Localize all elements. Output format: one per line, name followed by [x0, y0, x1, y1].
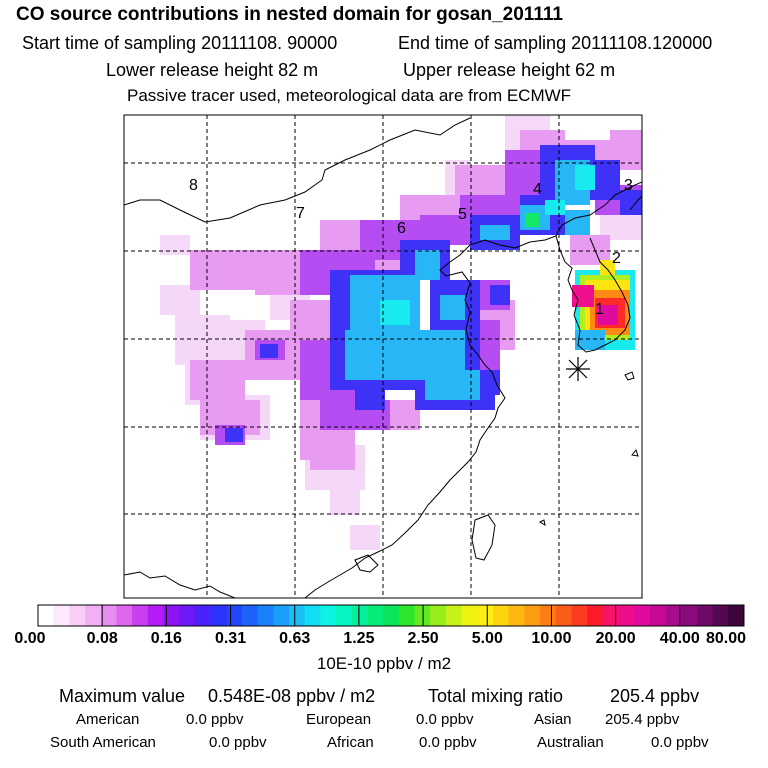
end-time-label: End time of sampling 20111108.120000	[398, 33, 713, 53]
colorbar-label: 1.25	[343, 630, 375, 647]
region-label-1: 1	[595, 301, 604, 318]
colorbar-label: 40.00	[659, 630, 700, 647]
colorbar-swatch	[289, 605, 306, 626]
colorbar-swatch	[304, 605, 321, 626]
african-value: 0.0 ppbv	[419, 734, 477, 751]
colorbar-label: 0.63	[279, 630, 311, 647]
region-label-8: 8	[189, 177, 198, 194]
south-american-label: South American	[50, 734, 156, 751]
european-label: European	[306, 711, 372, 728]
colorbar-swatch	[241, 605, 259, 626]
colorbar-swatch	[696, 605, 714, 626]
region-label-7: 7	[296, 205, 305, 222]
south-american-value: 0.0 ppbv	[209, 734, 267, 751]
lower-release-label: Lower release height 82 m	[106, 60, 319, 80]
colorbar-swatch	[728, 605, 745, 626]
colorbar-swatch	[587, 605, 604, 626]
plume-field	[160, 115, 642, 550]
total-mixing-label: Total mixing ratio	[428, 686, 564, 706]
colorbar-label: 2.50	[407, 630, 439, 647]
colorbar-label: 10.00	[531, 630, 572, 647]
receptor-asterisk-marker	[566, 357, 590, 381]
max-value: 0.548E-08 ppbv / m2	[208, 686, 376, 706]
asian-label: Asian	[534, 711, 572, 728]
colorbar-label: 0.16	[150, 630, 182, 647]
colorbar-swatch	[336, 605, 353, 626]
colorbar-swatch	[634, 605, 651, 626]
colorbar-label: 5.00	[471, 630, 503, 647]
colorbar-swatch	[100, 605, 117, 626]
region-label-4: 4	[533, 181, 542, 198]
colorbar-swatch	[649, 605, 666, 626]
colorbar-swatch	[85, 605, 102, 626]
region-label-6: 6	[397, 220, 406, 237]
upper-release-label: Upper release height 62 m	[403, 60, 616, 80]
colorbar-label: 0.08	[86, 630, 118, 647]
colorbar-swatch	[53, 605, 70, 626]
colorbar-swatch	[367, 605, 384, 626]
colorbar-swatch	[430, 605, 447, 626]
colorbar-swatch	[116, 605, 133, 626]
european-value: 0.0 ppbv	[416, 711, 474, 728]
colorbar-swatch	[540, 605, 557, 626]
region-label-3: 3	[624, 177, 633, 194]
colorbar-swatch	[665, 605, 682, 626]
colorbar-swatch	[383, 605, 400, 626]
colorbar-swatch	[492, 605, 510, 626]
colorbar-swatch	[681, 605, 698, 626]
colorbar-swatch	[226, 605, 243, 626]
colorbar-label: 20.00	[595, 630, 636, 647]
colorbar-swatch	[414, 605, 431, 626]
colorbar-label: 0.31	[214, 630, 247, 647]
colorbar-swatch	[477, 605, 494, 626]
colorbar-swatch	[508, 605, 525, 626]
colorbar-swatch	[38, 605, 55, 626]
colorbar-swatch	[132, 605, 149, 626]
colorbar-label: 0.00	[14, 630, 46, 647]
colorbar-swatch	[210, 605, 227, 626]
colorbar-swatch	[320, 605, 337, 626]
max-value-label: Maximum value	[59, 686, 186, 706]
start-time-label: Start time of sampling 20111108. 90000	[22, 33, 338, 53]
australian-value: 0.0 ppbv	[651, 734, 709, 751]
american-label: American	[76, 711, 140, 728]
colorbar-swatch	[712, 605, 729, 626]
australian-label: Australian	[537, 734, 604, 751]
colorbar-swatch	[555, 605, 572, 626]
colorbar-swatch	[618, 605, 635, 626]
colorbar-swatch	[194, 605, 211, 626]
colorbar-swatch	[602, 605, 619, 626]
colorbar-swatch	[398, 605, 415, 626]
colorbar-swatch	[445, 605, 462, 626]
colorbar-swatch	[69, 605, 86, 626]
colorbar-swatch	[179, 605, 196, 626]
colorbar-swatch	[147, 605, 164, 626]
coastlines	[124, 117, 642, 598]
colorbar-label: 80.00	[705, 630, 747, 647]
colorbar-swatch	[571, 605, 588, 626]
hotspot-korea	[572, 260, 635, 350]
region-label-5: 5	[458, 206, 467, 223]
asian-value: 205.4 ppbv	[605, 711, 680, 728]
colorbar-border	[37, 604, 745, 627]
african-label: African	[327, 734, 374, 751]
region-label-2: 2	[612, 250, 621, 267]
colorbar-swatch	[524, 605, 541, 626]
colorbar-swatch	[273, 605, 290, 626]
map-frame	[123, 114, 643, 599]
american-value: 0.0 ppbv	[186, 711, 244, 728]
colorbar	[37, 604, 745, 627]
colorbar-swatch	[257, 605, 274, 626]
plot-title: CO source contributions in nested domain…	[16, 4, 563, 25]
total-mixing-value: 205.4 ppbv	[610, 686, 700, 706]
colorbar-swatch	[461, 605, 478, 626]
colorbar-unit: 10E-10 ppbv / m2	[316, 654, 452, 673]
tracer-note: Passive tracer used, meteorological data…	[127, 86, 572, 105]
colorbar-swatch	[163, 605, 180, 626]
colorbar-swatch	[351, 605, 368, 626]
